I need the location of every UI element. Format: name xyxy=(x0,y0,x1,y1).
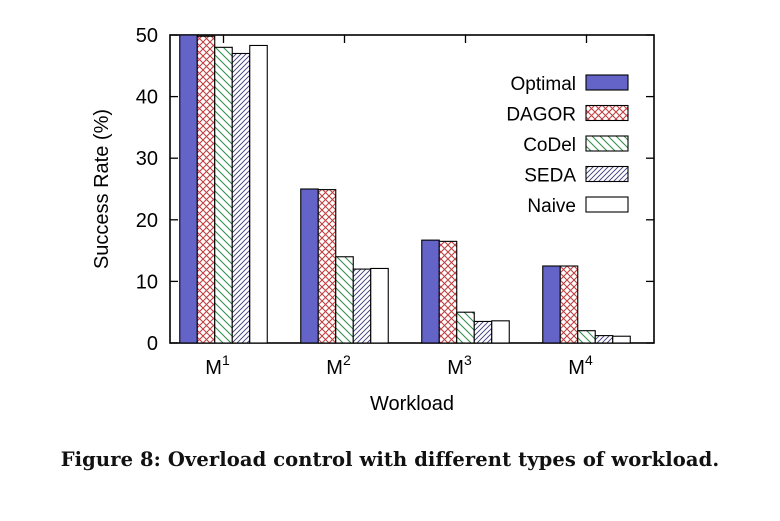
bar-dagor-1 xyxy=(196,35,216,344)
legend-label-seda: SEDA xyxy=(524,166,576,187)
y-tick-label: 0 xyxy=(147,333,158,355)
bar-naive-1 xyxy=(249,44,268,344)
y-axis-label: Success Rate (%) xyxy=(91,109,113,269)
bar-optimal-1 xyxy=(179,34,198,344)
legend-swatch-optimal xyxy=(585,74,629,91)
bar-naive-2 xyxy=(370,267,389,344)
bar-seda-2 xyxy=(352,268,372,344)
x-tick-label-superscript: 4 xyxy=(585,352,593,368)
x-tick-label: M2 xyxy=(326,352,351,379)
x-tick-label-base: M xyxy=(568,357,585,379)
bar-naive-4 xyxy=(612,335,631,344)
x-axis-label: Workload xyxy=(370,393,454,415)
bar-dagor-4 xyxy=(559,265,579,344)
legend-label-naive: Naive xyxy=(527,196,576,217)
bar-codel-3 xyxy=(456,311,475,344)
figure-caption: Figure 8: Overload control with differen… xyxy=(60,448,720,471)
bar-optimal-4 xyxy=(542,265,561,344)
x-tick-label-superscript: 2 xyxy=(343,352,351,368)
x-tick-label: M1 xyxy=(205,352,230,379)
legend-label-codel: CoDel xyxy=(523,135,576,156)
bar-optimal-3 xyxy=(421,239,440,344)
bar-seda-4 xyxy=(594,335,614,344)
x-tick-label-superscript: 3 xyxy=(464,352,472,368)
legend-swatch-naive xyxy=(585,196,629,213)
x-tick-label-superscript: 1 xyxy=(222,352,230,368)
y-tick-label: 30 xyxy=(136,148,158,170)
legend-swatch-seda xyxy=(585,165,629,183)
bar-codel-4 xyxy=(577,330,596,344)
bars xyxy=(179,34,631,344)
plot-frame xyxy=(169,34,655,344)
bar-dagor-3 xyxy=(438,240,458,344)
bar-codel-2 xyxy=(335,256,354,344)
legend: Optimal DAGOR CoDel SEDA Naive xyxy=(506,74,629,217)
x-tick-label: M4 xyxy=(568,352,593,379)
legend-label-optimal: Optimal xyxy=(511,74,576,95)
bar-seda-3 xyxy=(473,320,493,344)
y-axis: 0 10 20 30 40 50 xyxy=(136,25,654,355)
bar-codel-1 xyxy=(214,46,233,344)
bar-dagor-2 xyxy=(317,189,337,344)
y-tick-label: 50 xyxy=(136,25,158,47)
y-tick-label: 40 xyxy=(136,87,158,109)
bar-optimal-2 xyxy=(300,188,319,344)
legend-swatch-dagor xyxy=(585,104,629,122)
x-tick-label: M3 xyxy=(447,352,472,379)
legend-swatch-codel xyxy=(585,135,629,152)
y-tick-label: 20 xyxy=(136,210,158,232)
x-tick-label-base: M xyxy=(326,357,343,379)
bar-naive-3 xyxy=(491,320,510,344)
y-tick-label: 10 xyxy=(136,271,158,293)
legend-label-dagor: DAGOR xyxy=(506,105,576,126)
x-tick-label-base: M xyxy=(205,357,222,379)
x-tick-label-base: M xyxy=(447,357,464,379)
bar-seda-1 xyxy=(231,52,251,344)
